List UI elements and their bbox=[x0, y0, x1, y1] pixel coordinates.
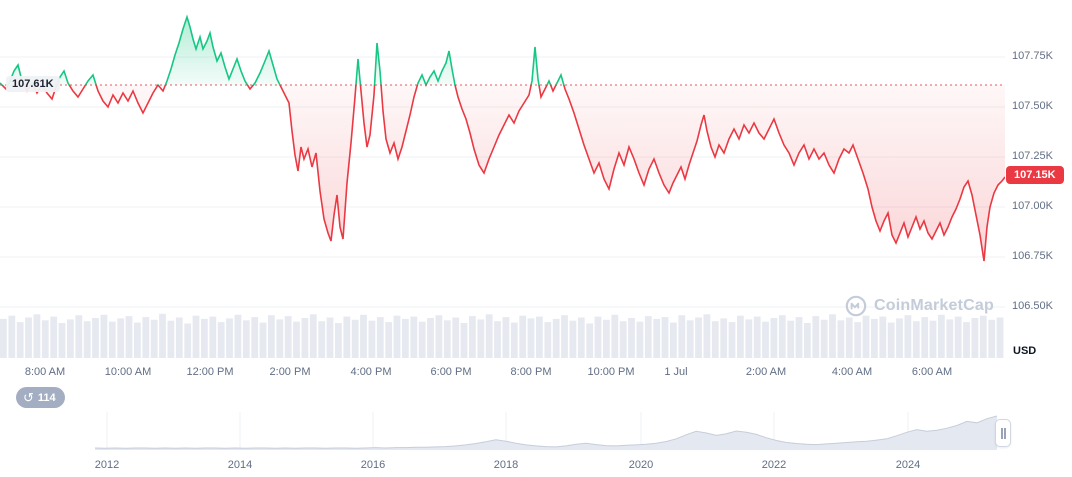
price-line-up bbox=[0, 14, 565, 85]
x-axis-label: 8:00 AM bbox=[24, 366, 66, 378]
x-axis: 8:00 AM 10:00 AM 12:00 PM 2:00 PM 4:00 PM 6:0… bbox=[0, 366, 1010, 380]
minimap-area bbox=[95, 416, 997, 450]
x-axis-label: 6:00 AM bbox=[911, 366, 953, 378]
timeline-range-handle[interactable] bbox=[995, 419, 1011, 447]
y-axis-label: 107.25K bbox=[1012, 150, 1053, 162]
timeline-year-label: 2020 bbox=[628, 459, 654, 471]
price-line-down bbox=[0, 85, 1005, 262]
history-clock-icon: ↺ bbox=[23, 390, 34, 405]
x-axis-label: 6:00 PM bbox=[430, 366, 472, 378]
viewers-badge: ↺ 114 bbox=[16, 387, 65, 408]
x-axis-label: 12:00 PM bbox=[186, 366, 234, 378]
price-area-down bbox=[0, 85, 1005, 261]
timeline-minimap[interactable] bbox=[90, 410, 1002, 454]
x-axis-label: 10:00 AM bbox=[104, 366, 152, 378]
x-axis-label: 2:00 AM bbox=[745, 366, 787, 378]
grip-icon bbox=[1000, 427, 1006, 439]
price-area-up bbox=[0, 17, 1005, 85]
x-axis-label: 4:00 PM bbox=[350, 366, 392, 378]
timeline-year-label: 2018 bbox=[493, 459, 519, 471]
gridlines bbox=[0, 56, 1005, 308]
watermark-text: CoinMarketCap bbox=[874, 297, 994, 314]
x-axis-label: 1 Jul bbox=[664, 366, 688, 378]
timeline-year-label: 2012 bbox=[94, 459, 120, 471]
currency-unit-label: USD bbox=[1013, 345, 1037, 357]
y-axis-label: 107.50K bbox=[1012, 100, 1053, 112]
timeline-year-label: 2024 bbox=[895, 459, 921, 471]
coinmarketcap-logo-icon bbox=[845, 295, 867, 317]
open-price-label: 107.61K bbox=[6, 76, 60, 92]
timeline-year-label: 2022 bbox=[761, 459, 787, 471]
x-axis-label: 10:00 PM bbox=[587, 366, 635, 378]
volume-bars bbox=[0, 313, 1004, 358]
viewers-count: 114 bbox=[37, 391, 56, 404]
timeline-year-axis: 2012 2014 2016 2018 2020 2022 2024 bbox=[0, 459, 1072, 473]
x-axis-label: 2:00 PM bbox=[269, 366, 311, 378]
timeline-year-label: 2016 bbox=[360, 459, 386, 471]
y-axis-label: 107.00K bbox=[1012, 200, 1053, 212]
y-axis-label: 107.75K bbox=[1012, 50, 1053, 62]
price-chart-canvas[interactable] bbox=[0, 0, 1005, 360]
coinmarketcap-watermark: CoinMarketCap bbox=[845, 295, 994, 317]
y-axis-label: 106.75K bbox=[1012, 250, 1053, 262]
minimap-line bbox=[94, 415, 998, 449]
current-price-badge: 107.15K bbox=[1006, 166, 1064, 184]
y-axis-label: 106.50K bbox=[1012, 300, 1053, 312]
timeline-year-label: 2014 bbox=[227, 459, 253, 471]
x-axis-label: 8:00 PM bbox=[510, 366, 552, 378]
x-axis-label: 4:00 AM bbox=[831, 366, 873, 378]
